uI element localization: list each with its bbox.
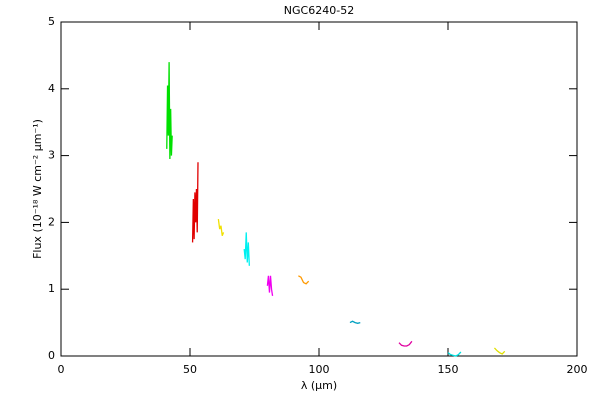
- spectrum-line: [191, 162, 199, 243]
- spectrum-line: [298, 275, 310, 285]
- chart-title: NGC6240-52: [284, 4, 354, 17]
- x-axis-label: λ (μm): [301, 379, 337, 392]
- spectrum-line: [266, 275, 274, 296]
- y-tick-label: 2: [48, 215, 55, 228]
- spectrum-line: [493, 347, 506, 355]
- y-tick-label: 1: [48, 282, 55, 295]
- spectrum-line: [217, 218, 225, 236]
- x-tick-label: 200: [567, 363, 588, 376]
- x-tick-label: 150: [438, 363, 459, 376]
- x-tick-label: 50: [183, 363, 197, 376]
- y-tick-label: 4: [48, 82, 55, 95]
- x-tick-label: 100: [309, 363, 330, 376]
- x-tick-label: 0: [58, 363, 65, 376]
- y-tick-label: 3: [48, 149, 55, 162]
- y-tick-label: 0: [48, 349, 55, 362]
- spectrum-line: [166, 62, 173, 159]
- y-tick-label: 5: [48, 15, 55, 28]
- y-axis-label: Flux (10⁻¹⁸ W cm⁻² μm⁻¹): [31, 119, 44, 259]
- spectrum-line: [398, 340, 413, 347]
- spectrum-line: [447, 351, 462, 357]
- spectrum-line: [349, 320, 361, 324]
- spectrum-line: [243, 232, 250, 266]
